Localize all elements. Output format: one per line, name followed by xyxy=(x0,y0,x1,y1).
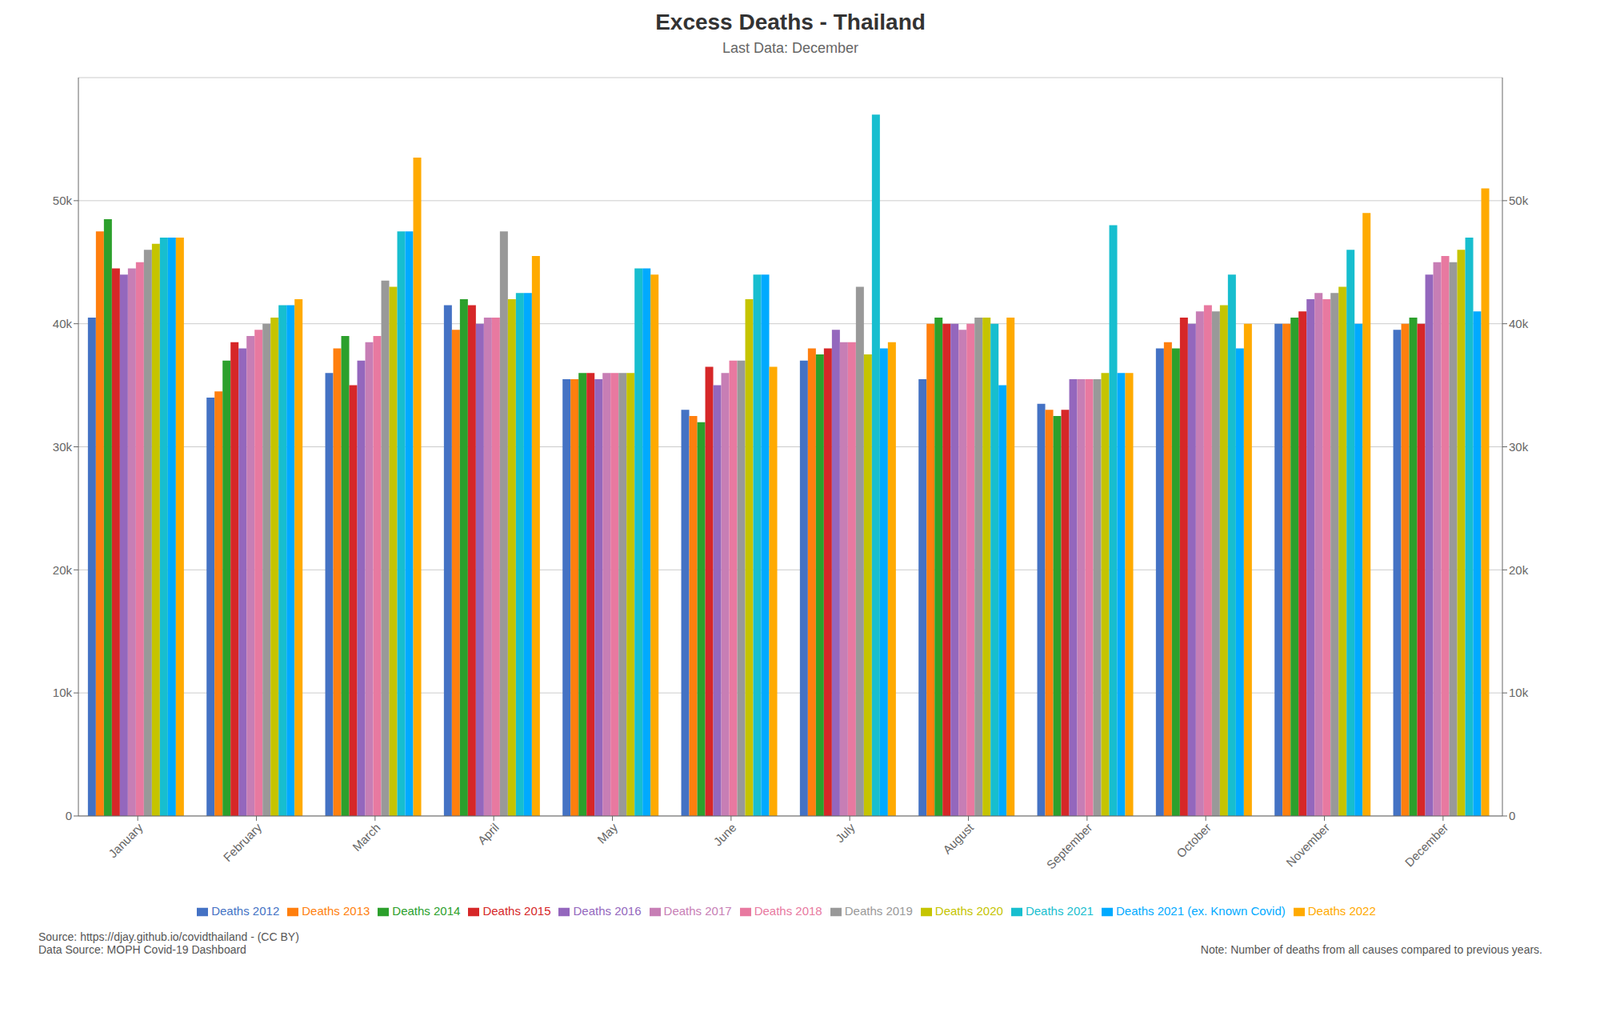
html-text:Deaths 2018: Deaths 2018 xyxy=(754,904,823,918)
html-text:Deaths 2012: Deaths 2012 xyxy=(211,904,280,918)
svg-text:January: January xyxy=(105,820,146,860)
svg-text:September: September xyxy=(1044,820,1096,872)
html-text:Deaths 2019: Deaths 2019 xyxy=(844,904,913,918)
svg-text:30k: 30k xyxy=(52,440,73,454)
html-text:Last Data: December: Last Data: December xyxy=(722,40,859,56)
html-text:Excess Deaths - Thailand: Excess Deaths - Thailand xyxy=(655,9,926,35)
svg-text:10k: 10k xyxy=(1508,685,1529,700)
html-text:Deaths 2016: Deaths 2016 xyxy=(573,904,642,918)
html-text:Deaths 2022: Deaths 2022 xyxy=(1307,904,1376,918)
svg-text:May: May xyxy=(594,820,620,846)
svg-text:April: April xyxy=(475,820,502,848)
html-text:Source: https://djay.github.io: Source: https://djay.github.io/covidthai… xyxy=(38,930,300,944)
html-text:Deaths 2014: Deaths 2014 xyxy=(392,904,461,918)
html-text:Deaths 2021 (ex. Known Covid): Deaths 2021 (ex. Known Covid) xyxy=(1116,904,1286,918)
html-text:Deaths 2017: Deaths 2017 xyxy=(663,904,732,918)
html-text:Deaths 2015: Deaths 2015 xyxy=(482,904,551,918)
svg-text:March: March xyxy=(349,820,383,854)
html-text:Deaths 2021: Deaths 2021 xyxy=(1025,904,1094,918)
svg-text:20k: 20k xyxy=(1508,563,1529,577)
svg-text:0: 0 xyxy=(1508,808,1516,823)
svg-text:June: June xyxy=(710,820,739,849)
svg-text:40k: 40k xyxy=(1508,316,1529,331)
svg-text:August: August xyxy=(940,820,977,857)
svg-text:July: July xyxy=(832,820,858,845)
html-text:Data Source: MOPH Covid-19 Das: Data Source: MOPH Covid-19 Dashboard xyxy=(38,943,247,956)
svg-text:20k: 20k xyxy=(52,563,73,577)
html-text:Note: Number of deaths from al: Note: Number of deaths from all causes c… xyxy=(1200,943,1543,956)
html-text:Deaths 2020: Deaths 2020 xyxy=(935,904,1004,918)
svg-text:0: 0 xyxy=(65,808,72,823)
svg-text:November: November xyxy=(1283,820,1332,870)
svg-text:30k: 30k xyxy=(1508,440,1529,454)
svg-text:50k: 50k xyxy=(1508,193,1529,208)
svg-text:October: October xyxy=(1173,820,1214,861)
svg-text:10k: 10k xyxy=(52,685,73,700)
svg-text:40k: 40k xyxy=(52,316,73,331)
html-text:Deaths 2013: Deaths 2013 xyxy=(301,904,370,918)
svg-text:50k: 50k xyxy=(52,193,73,208)
svg-text:February: February xyxy=(220,820,265,864)
svg-text:December: December xyxy=(1402,820,1452,870)
